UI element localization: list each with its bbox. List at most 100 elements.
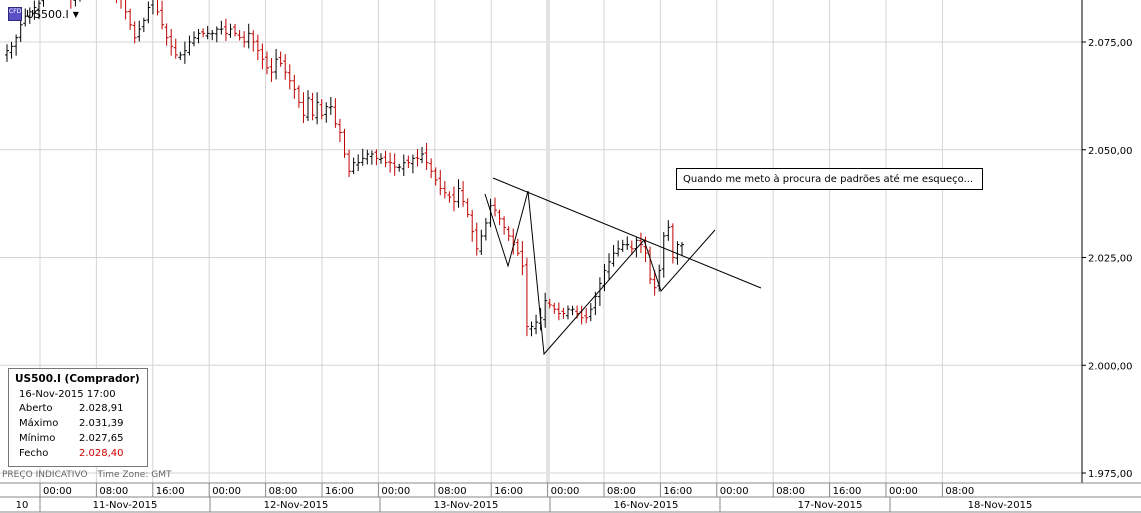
ohlc-bar[interactable]: [278, 51, 283, 67]
ohlc-bar[interactable]: [69, 0, 73, 9]
zigzag-pattern-line[interactable]: [484, 190, 716, 356]
ohlc-bar[interactable]: [287, 64, 292, 90]
ohlc-bar[interactable]: [524, 257, 529, 337]
ohlc-bar[interactable]: [132, 21, 137, 44]
ohlc-bar[interactable]: [347, 149, 352, 178]
ohlc-bar[interactable]: [178, 51, 183, 61]
ohlc-bar[interactable]: [625, 236, 630, 250]
ohlc-bar[interactable]: [483, 218, 488, 241]
ohlc-bar[interactable]: [269, 58, 274, 82]
ohlc-bar[interactable]: [420, 146, 425, 164]
ohlc-bar[interactable]: [474, 222, 479, 256]
ohlc-bar[interactable]: [9, 41, 14, 59]
ohlc-bar[interactable]: [397, 163, 402, 172]
ohlc-bar[interactable]: [652, 270, 657, 296]
ohlc-bar[interactable]: [78, 0, 82, 2]
ohlc-bar[interactable]: [173, 38, 178, 59]
ohlc-bar[interactable]: [187, 35, 192, 56]
ohlc-bar[interactable]: [383, 150, 388, 168]
ohlc-bar[interactable]: [365, 149, 370, 165]
ohlc-bar[interactable]: [488, 198, 493, 228]
ohlc-bar[interactable]: [616, 240, 621, 257]
ohlc-bar[interactable]: [515, 238, 520, 256]
ohlc-bar[interactable]: [356, 154, 361, 172]
ohlc-bar[interactable]: [680, 241, 684, 257]
ohlc-bar[interactable]: [547, 298, 552, 309]
symbol-selector[interactable]: CFD US500.I ▼: [8, 7, 79, 21]
ohlc-bar[interactable]: [424, 142, 429, 170]
ohlc-bar[interactable]: [620, 239, 625, 252]
ohlc-bar[interactable]: [146, 1, 151, 24]
ohlc-bar[interactable]: [246, 23, 251, 49]
ohlc-bar[interactable]: [237, 30, 242, 41]
ohlc-bar[interactable]: [461, 181, 466, 207]
ohlc-bar[interactable]: [342, 128, 347, 158]
ohlc-bar[interactable]: [228, 23, 233, 38]
ohlc-bar[interactable]: [675, 241, 680, 265]
ohlc-bar[interactable]: [451, 186, 456, 212]
ohlc-bar[interactable]: [191, 31, 196, 47]
ohlc-bar[interactable]: [493, 197, 498, 217]
ohlc-bar[interactable]: [141, 17, 146, 33]
ohlc-bar[interactable]: [584, 308, 589, 324]
ohlc-bar[interactable]: [351, 157, 356, 175]
ohlc-bar[interactable]: [392, 153, 397, 176]
ohlc-bar[interactable]: [470, 209, 475, 242]
ohlc-bar[interactable]: [73, 0, 77, 7]
ohlc-bar[interactable]: [607, 253, 612, 280]
ohlc-bar[interactable]: [36, 0, 41, 20]
ohlc-bar[interactable]: [629, 240, 634, 255]
ohlc-bar[interactable]: [119, 0, 123, 9]
ohlc-bar[interactable]: [415, 149, 420, 167]
ohlc-bar[interactable]: [324, 102, 329, 123]
ohlc-bar[interactable]: [182, 41, 187, 64]
ohlc-bar[interactable]: [588, 303, 593, 322]
ohlc-bar[interactable]: [378, 153, 383, 164]
chevron-down-icon[interactable]: ▼: [72, 9, 79, 19]
ohlc-bar[interactable]: [214, 26, 219, 43]
ohlc-bar[interactable]: [283, 54, 288, 80]
ohlc-bar[interactable]: [661, 232, 666, 278]
ohlc-bar[interactable]: [438, 169, 443, 196]
ohlc-bar[interactable]: [465, 198, 470, 218]
ohlc-bar[interactable]: [41, 0, 45, 7]
ohlc-bar[interactable]: [579, 305, 584, 325]
ohlc-bar[interactable]: [242, 31, 247, 48]
ohlc-bar[interactable]: [374, 149, 379, 166]
ohlc-bar[interactable]: [255, 34, 260, 61]
ohlc-bar[interactable]: [137, 20, 142, 42]
ohlc-bar[interactable]: [666, 220, 671, 241]
ohlc-bar[interactable]: [14, 34, 19, 56]
ohlc-bar[interactable]: [543, 292, 548, 328]
chart-annotation[interactable]: Quando me meto à procura de padrões até …: [676, 168, 983, 190]
ohlc-bar[interactable]: [264, 51, 269, 75]
ohlc-bar[interactable]: [301, 92, 306, 123]
ohlc-bar[interactable]: [648, 246, 653, 284]
ohlc-bar[interactable]: [319, 99, 324, 120]
ohlc-bar[interactable]: [223, 18, 228, 41]
ohlc-bar[interactable]: [388, 152, 393, 173]
ohlc-bar[interactable]: [670, 223, 675, 264]
ohlc-bar[interactable]: [160, 0, 165, 30]
ohlc-bar[interactable]: [5, 44, 9, 62]
ohlc-bar[interactable]: [306, 90, 311, 121]
ohlc-bar[interactable]: [520, 241, 525, 276]
ohlc-bar[interactable]: [292, 74, 297, 99]
ohlc-bar[interactable]: [210, 29, 215, 41]
ohlc-bar[interactable]: [534, 314, 539, 335]
ohlc-bar[interactable]: [296, 85, 301, 108]
ohlc-bar[interactable]: [597, 277, 602, 306]
ohlc-bar[interactable]: [433, 167, 438, 186]
ohlc-bar[interactable]: [219, 20, 224, 35]
ohlc-bar[interactable]: [442, 181, 447, 199]
ohlc-bar[interactable]: [233, 23, 238, 37]
ohlc-bar[interactable]: [124, 0, 128, 20]
ohlc-bar[interactable]: [447, 191, 452, 203]
ohlc-bar[interactable]: [23, 8, 28, 27]
trendline-upper[interactable]: [492, 177, 762, 289]
ohlc-bar[interactable]: [333, 98, 338, 128]
ohlc-bar[interactable]: [169, 28, 174, 56]
ohlc-bar[interactable]: [27, 7, 32, 24]
ohlc-bar[interactable]: [328, 97, 333, 115]
